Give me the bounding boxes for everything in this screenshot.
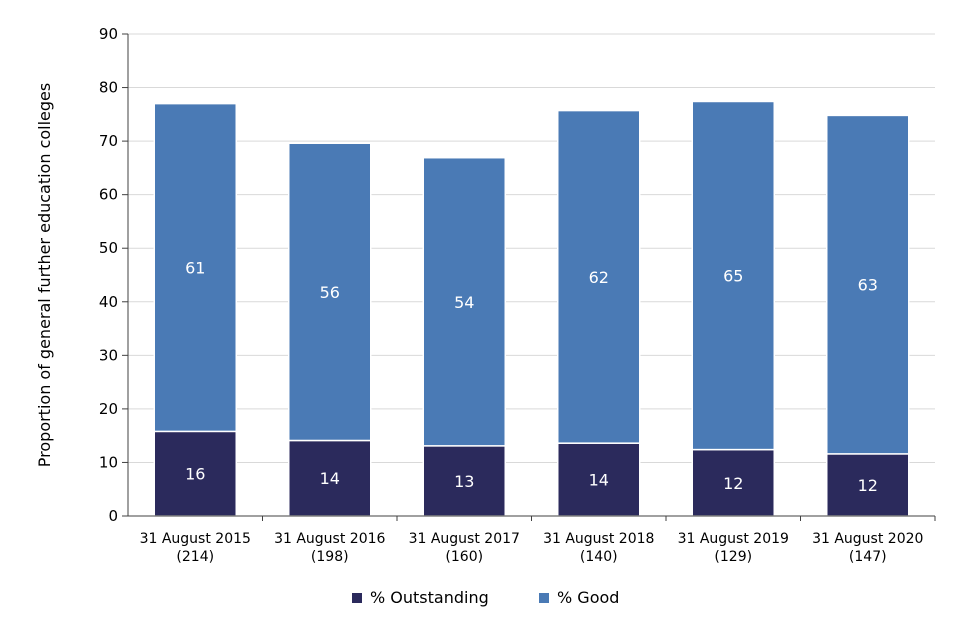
data-label: 54 [454, 293, 474, 312]
x-tick-label: (129) [714, 549, 752, 565]
y-tick-label: 90 [99, 25, 118, 43]
bar-good [422, 156, 506, 447]
legend: % Outstanding % Good [352, 588, 619, 607]
y-tick-label: 30 [99, 346, 118, 364]
data-label: 63 [858, 276, 878, 295]
y-tick-label: 60 [99, 186, 118, 204]
x-tick-label: (198) [311, 549, 349, 565]
y-tick-label: 20 [99, 400, 118, 418]
axes: 0 10 20 30 40 50 60 70 80 90 Proportion of general… [35, 25, 936, 565]
y-tick-label: 10 [99, 453, 118, 471]
x-tick-label: 31 August 2018 [543, 531, 654, 547]
data-label: 12 [858, 476, 878, 495]
data-labels: 16 61 14 56 13 54 14 62 12 65 12 63 [185, 259, 878, 495]
x-tick-label: (140) [580, 549, 618, 565]
y-tick-label: 50 [99, 239, 118, 257]
x-tick-label: (214) [176, 549, 214, 565]
x-tick-label: 31 August 2017 [409, 531, 520, 547]
x-tick-label: (160) [445, 549, 483, 565]
bar-good [557, 109, 641, 444]
data-label: 13 [454, 472, 474, 491]
data-label: 56 [320, 283, 340, 302]
bar-good [288, 142, 372, 442]
bar-outstanding [691, 448, 775, 517]
data-label: 61 [185, 259, 205, 278]
x-tick-label: 31 August 2020 [812, 531, 923, 547]
bar-good [826, 114, 910, 455]
x-tick-label: 31 August 2016 [274, 531, 385, 547]
x-tick-label: 31 August 2019 [678, 531, 789, 547]
legend-label-outstanding: % Outstanding [370, 588, 489, 607]
data-label: 14 [320, 469, 340, 488]
bar-good [153, 102, 237, 433]
bar-outstanding [153, 430, 237, 517]
legend-swatch-outstanding [352, 593, 362, 603]
data-label: 16 [185, 465, 205, 484]
gridlines [128, 33, 935, 463]
data-label: 65 [723, 267, 743, 286]
legend-swatch-good [539, 593, 549, 603]
y-tick-label: 40 [99, 293, 118, 311]
y-tick-label: 80 [99, 79, 118, 97]
data-label: 62 [589, 268, 609, 287]
data-label: 14 [589, 471, 609, 490]
bars [153, 100, 910, 517]
y-tick-label: 0 [108, 507, 118, 525]
legend-label-good: % Good [557, 588, 619, 607]
x-tick-label: 31 August 2015 [140, 531, 251, 547]
bar-good [691, 100, 775, 451]
y-axis-title: Proportion of general further education … [35, 83, 54, 467]
data-label: 12 [723, 474, 743, 493]
x-tick-label: (147) [849, 549, 887, 565]
y-tick-label: 70 [99, 132, 118, 150]
